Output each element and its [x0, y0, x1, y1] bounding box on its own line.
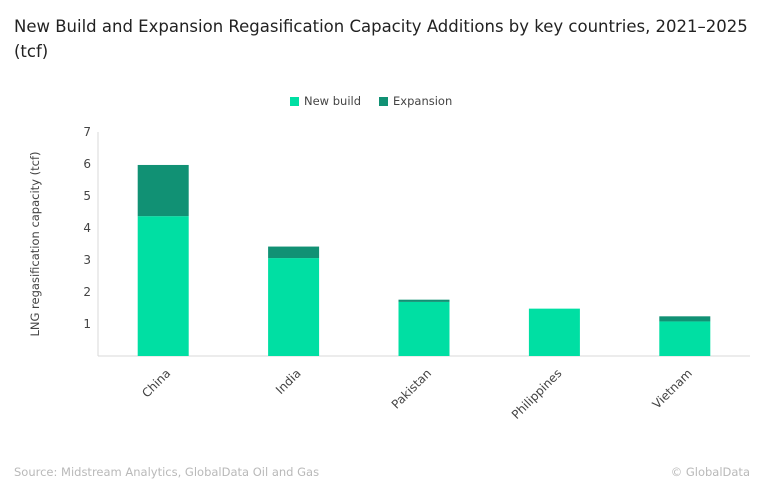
- legend-item-new-build: New build: [290, 94, 361, 108]
- bar-expansion-india: [268, 246, 320, 259]
- x-tick-label: India: [273, 366, 304, 397]
- x-tick-label: China: [139, 366, 173, 400]
- y-tick-label: 7: [83, 125, 91, 139]
- legend-label-new-build: New build: [304, 94, 362, 108]
- bar-new-build-pakistan: [398, 301, 450, 356]
- bar-new-build-china: [137, 216, 189, 356]
- source-note: Source: Midstream Analytics, GlobalData …: [14, 465, 320, 479]
- copyright: © GlobalData: [670, 465, 750, 479]
- legend-item-expansion: Expansion: [379, 94, 452, 108]
- bar-expansion-vietnam: [659, 316, 711, 322]
- legend-swatch-expansion: [379, 96, 389, 106]
- y-tick-label: 1: [83, 317, 91, 331]
- x-tick-label: Pakistan: [389, 366, 434, 411]
- bar-new-build-india: [268, 258, 320, 356]
- legend: New build Expansion: [290, 94, 452, 108]
- y-tick-label: 3: [83, 253, 91, 267]
- bar-new-build-vietnam: [659, 321, 711, 356]
- chart-title: New Build and Expansion Regasification C…: [14, 17, 748, 61]
- y-tick-label: 2: [83, 285, 91, 299]
- y-axis-label: LNG regasification capacity (tcf): [28, 151, 42, 336]
- x-tick-label: Vietnam: [650, 366, 695, 411]
- legend-label-expansion: Expansion: [393, 94, 453, 108]
- bar-expansion-china: [137, 164, 189, 217]
- legend-swatch-new-build: [290, 96, 299, 106]
- x-tick-label: Philippines: [509, 366, 565, 422]
- bar-new-build-philippines: [528, 308, 580, 356]
- y-tick-label: 4: [83, 221, 91, 235]
- y-tick-label: 5: [83, 189, 91, 203]
- bar-expansion-pakistan: [398, 299, 450, 302]
- y-tick-label: 6: [83, 157, 91, 171]
